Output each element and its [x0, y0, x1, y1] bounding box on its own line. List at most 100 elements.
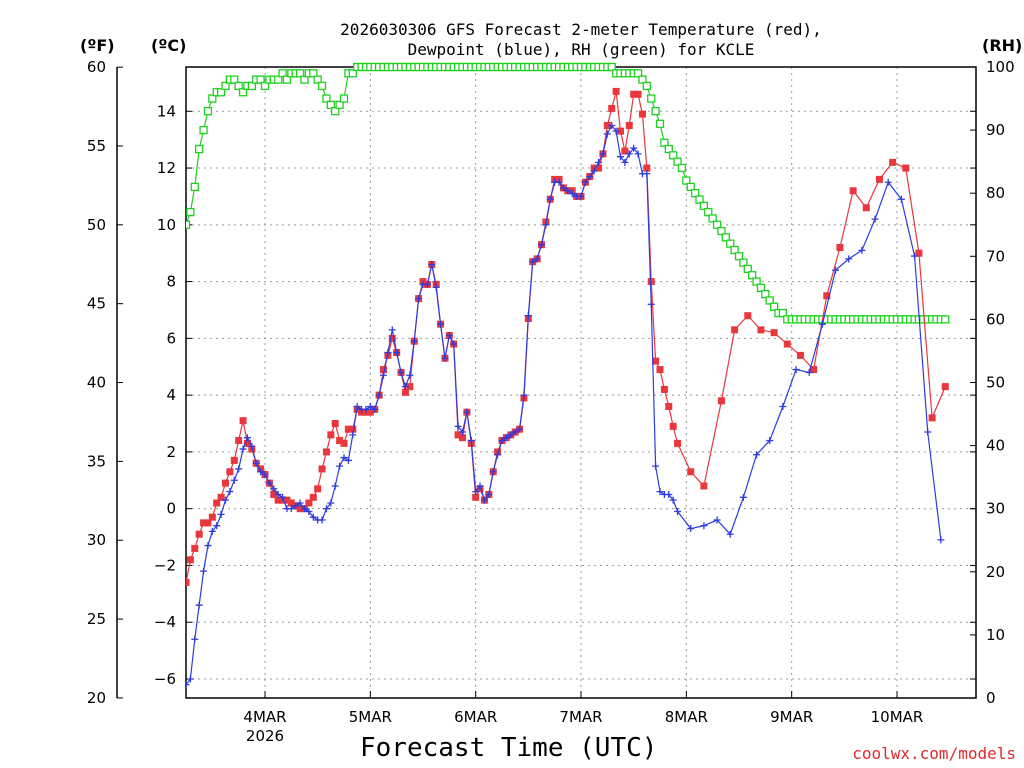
dewpoint-point [410, 337, 418, 345]
rh-tick-label: 100 [986, 58, 1015, 76]
fahrenheit-tick-label: 55 [87, 137, 106, 155]
temperature-point [283, 496, 291, 504]
rh-tick-label: 0 [986, 689, 996, 707]
dewpoint-point [621, 158, 629, 166]
rh-point [660, 138, 669, 147]
temperature-point [186, 578, 190, 586]
rh-point [199, 125, 208, 135]
dewpoint-point [507, 431, 515, 439]
dewpoint-point [261, 471, 269, 479]
rh-point [647, 94, 656, 103]
dewpoint-point [204, 542, 212, 550]
dewpoint-point [213, 522, 221, 530]
dewpoint-point [568, 190, 576, 198]
temperature-point [652, 357, 660, 365]
temperature-point [796, 351, 804, 359]
temperature-point [388, 334, 396, 342]
temperature-point [770, 329, 778, 337]
rh-tick-label: 10 [986, 626, 1005, 644]
dewpoint-point [362, 405, 370, 413]
dewpoint-point [630, 144, 638, 152]
rh-point [274, 75, 283, 84]
dewpoint-point [726, 530, 734, 538]
rh-point [300, 75, 309, 84]
dewpoint-point [336, 462, 344, 470]
dewpoint-point [235, 465, 243, 473]
dewpoint-point [652, 462, 660, 470]
rh-point [752, 277, 761, 286]
dewpoint-point [423, 280, 431, 288]
temperature-point [195, 530, 203, 538]
celsius-tick-label: 0 [166, 500, 176, 518]
temperature-point [656, 366, 664, 374]
celsius-tick-label: 14 [157, 102, 176, 120]
rh-point [633, 69, 643, 78]
dewpoint-point [858, 246, 866, 254]
dewpoint-point [380, 371, 387, 379]
temperature-point [243, 439, 251, 447]
dewpoint-point [494, 451, 502, 459]
rh-point [726, 239, 735, 248]
rh-point [203, 107, 213, 116]
temperature-point [318, 465, 326, 473]
dewpoint-point [520, 391, 528, 399]
dewpoint-point [476, 482, 484, 490]
dewpoint-point [239, 445, 247, 453]
dewpoint-point [559, 184, 567, 192]
temperature-point [200, 519, 208, 527]
temperature-point [305, 499, 313, 507]
dewpoint-point [911, 252, 919, 260]
dewpoint-point [195, 601, 203, 609]
fahrenheit-tick-label: 45 [87, 295, 106, 313]
dewpoint-point [208, 527, 216, 535]
rh-point [739, 258, 748, 267]
dewpoint-point [647, 300, 655, 308]
temperature-point [459, 434, 466, 442]
temperature-point [630, 90, 638, 98]
temperature-point [674, 439, 682, 447]
temperature-point [340, 439, 348, 447]
dewpoint-point [524, 312, 532, 320]
rh-point [278, 69, 287, 78]
x-tick-label: 9MAR [770, 708, 813, 726]
rh-point [186, 220, 191, 229]
temperature-point [643, 164, 651, 172]
temperature-point [783, 340, 791, 348]
temperature-point [669, 422, 677, 430]
dewpoint-point [445, 332, 453, 340]
temperature-point [287, 499, 295, 507]
x-tick-year-label: 2026 [246, 727, 284, 745]
rh-point [743, 264, 752, 274]
celsius-tick-label: −2 [154, 556, 176, 574]
celsius-tick-label: 12 [157, 159, 176, 177]
dewpoint-point [766, 437, 774, 445]
temperature-point [757, 326, 765, 334]
celsius-tick-label: 10 [157, 216, 176, 234]
celsius-tick-label: 4 [166, 386, 176, 404]
temperature-point [603, 121, 611, 129]
dewpoint-point [467, 437, 475, 445]
dewpoint-point [454, 422, 462, 430]
celsius-tick-label: 6 [166, 329, 176, 347]
temperature-point [239, 417, 247, 425]
celsius-tick-label: 2 [166, 443, 176, 461]
dewpoint-point [200, 567, 208, 575]
dewpoint-point [700, 522, 708, 530]
temperature-point [226, 468, 234, 476]
rh-point [769, 302, 779, 311]
dewpoint-point [217, 510, 225, 518]
chart-title-line1: 2026030306 GFS Forecast 2-meter Temperat… [340, 20, 822, 39]
rh-tick-label: 90 [986, 121, 1005, 139]
dewpoint-point [555, 178, 563, 186]
dewpoint-point [296, 499, 304, 507]
temperature-point [327, 431, 335, 439]
dewpoint-point [406, 371, 414, 379]
rh-point [256, 75, 265, 84]
x-tick-label: 8MAR [665, 708, 708, 726]
rh-point [673, 157, 682, 166]
dewpoint-point [388, 326, 396, 334]
dewpoint-point [542, 221, 550, 229]
rh-point [190, 182, 199, 192]
dewpoint-point [529, 258, 537, 266]
temperature-point [191, 544, 199, 552]
